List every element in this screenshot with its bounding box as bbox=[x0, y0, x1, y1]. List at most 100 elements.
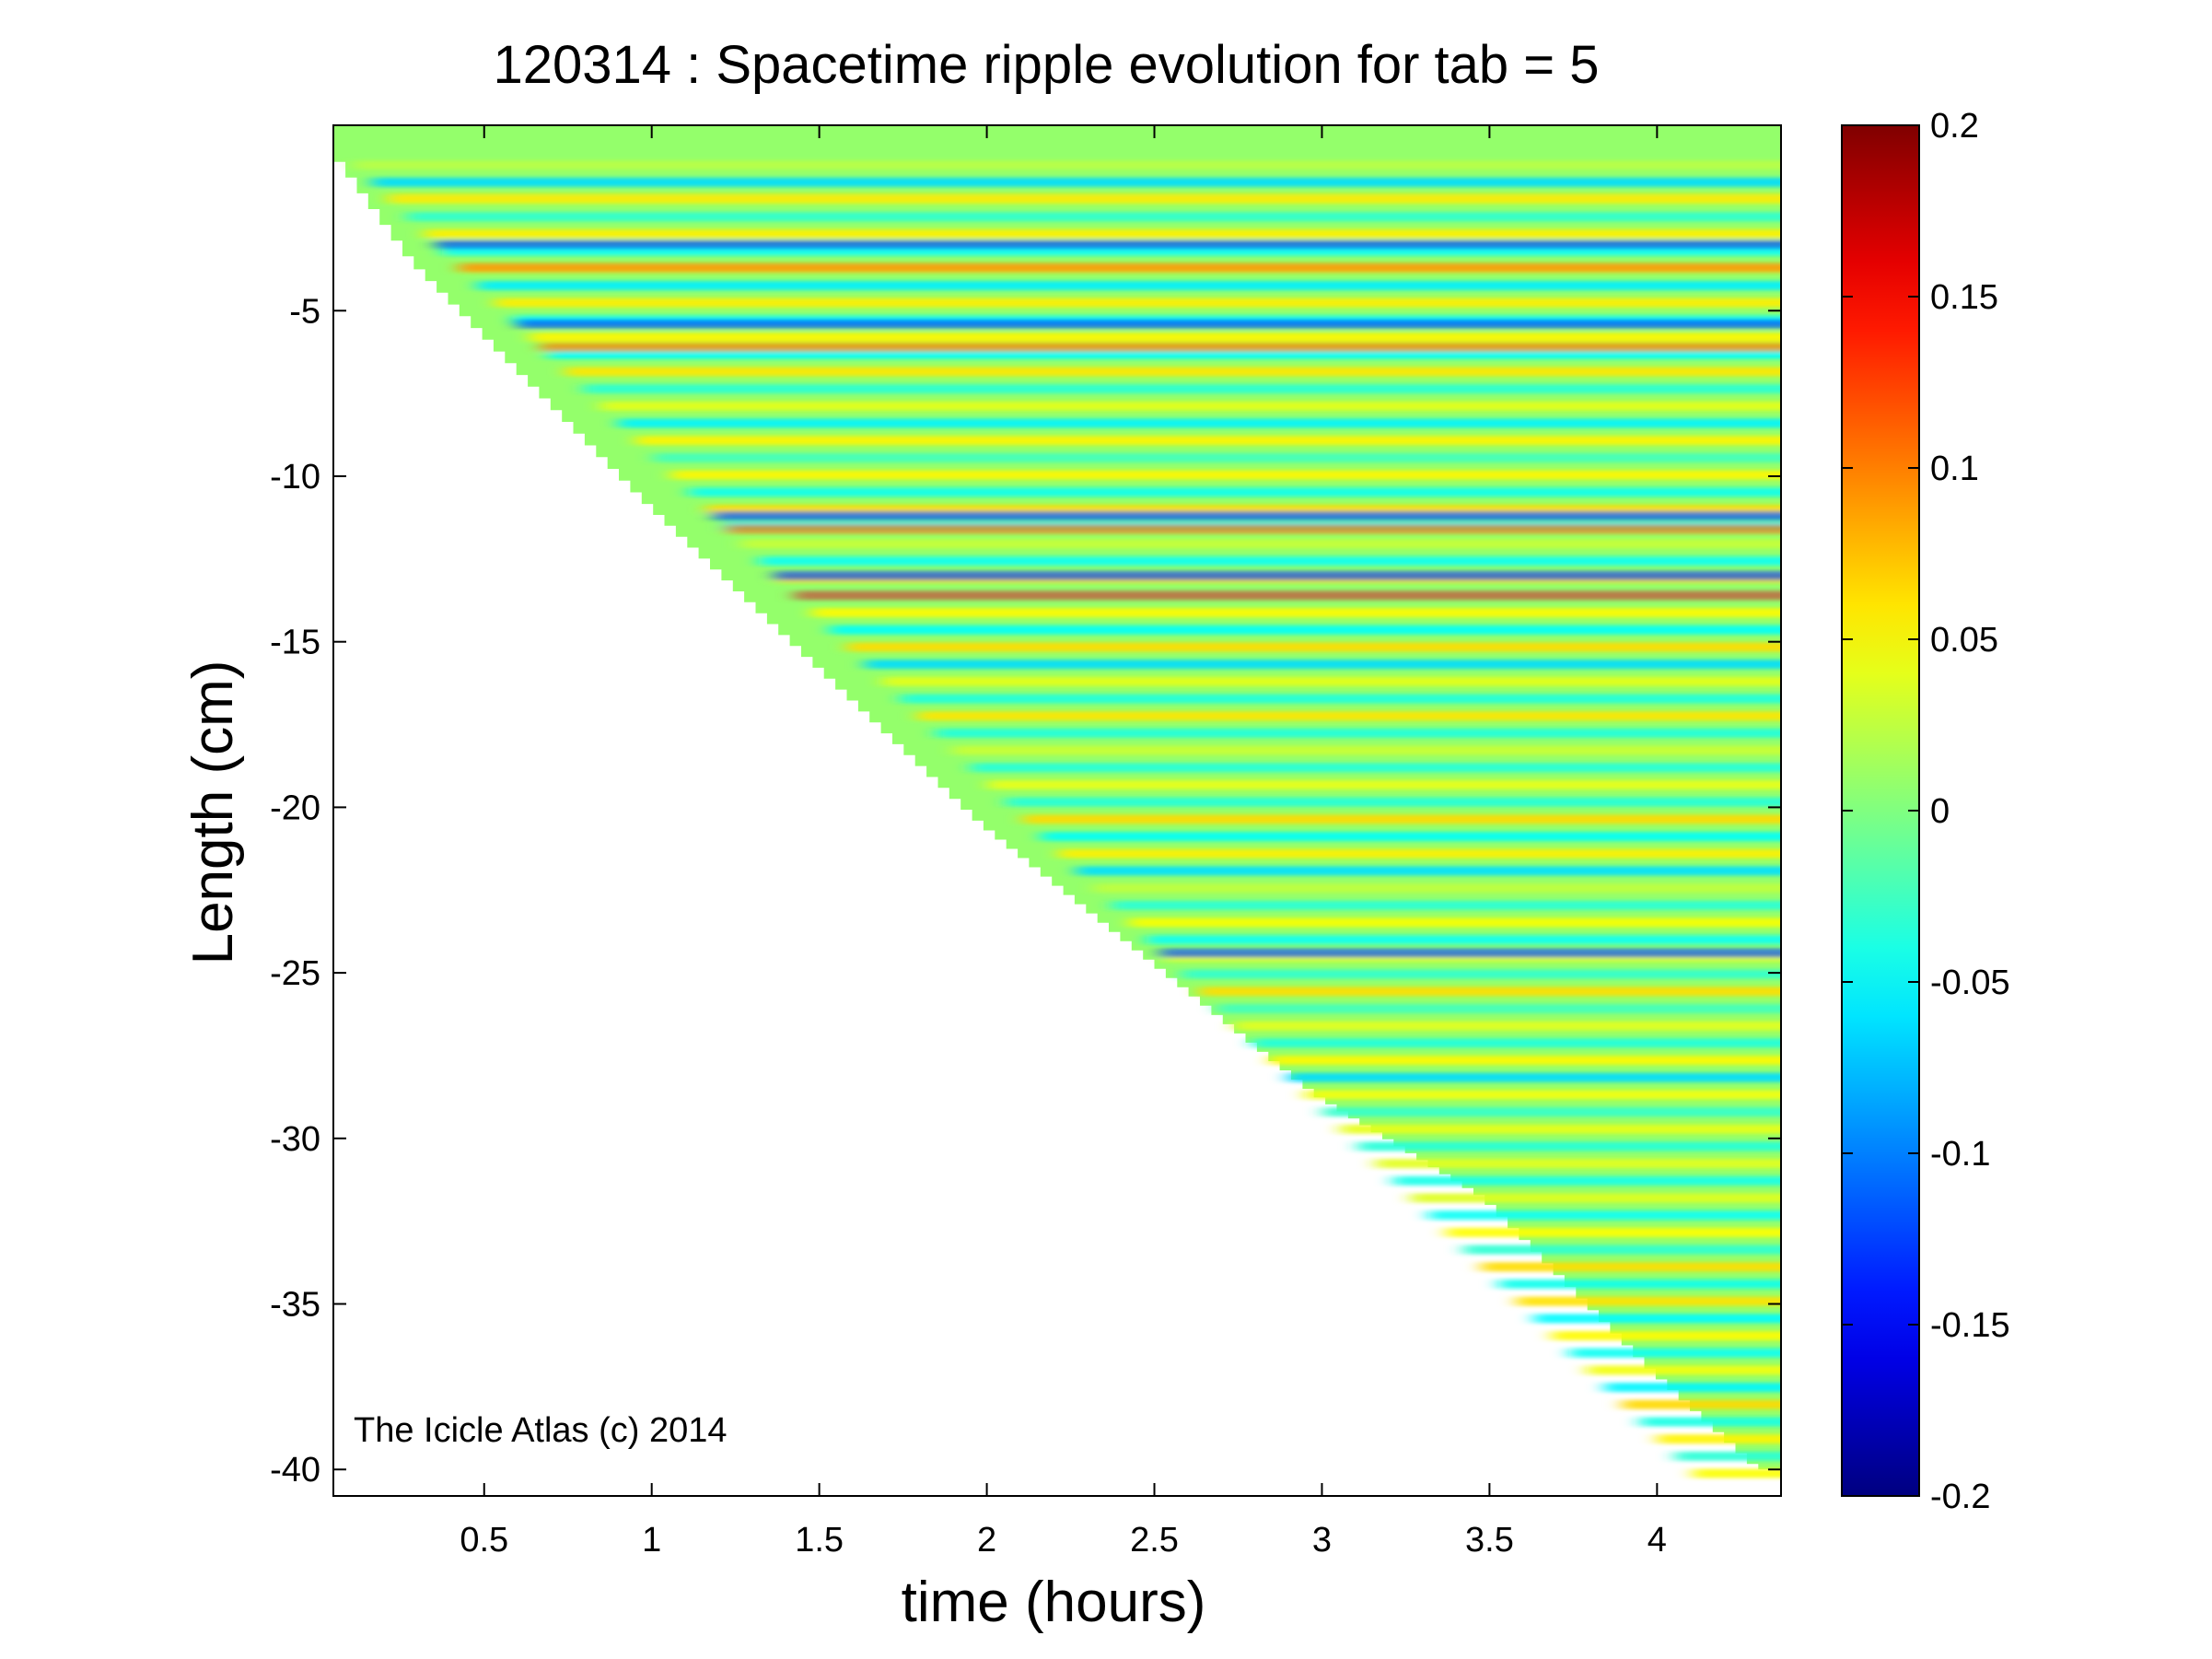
ripple-band bbox=[670, 470, 1781, 480]
ripple-band bbox=[917, 711, 1781, 721]
ripple-band bbox=[758, 555, 1781, 566]
ripple-band bbox=[1041, 832, 1781, 842]
ripple-band bbox=[1234, 1021, 1781, 1031]
ripple-band bbox=[424, 228, 1781, 239]
colorbar: 0.2 0.15 0.1 0.05 0 -0.05 -0.1 -0.15 -0.2 bbox=[1841, 107, 2010, 1516]
ripple-band bbox=[1357, 1141, 1781, 1151]
ripple-band bbox=[1128, 917, 1781, 928]
y-tick-label: -25 bbox=[270, 954, 320, 993]
ripple-band bbox=[476, 280, 1781, 290]
ripple-band bbox=[435, 240, 1781, 250]
ripple-band bbox=[688, 487, 1781, 497]
x-tick-label: 2.5 bbox=[1130, 1521, 1179, 1560]
y-axis-label: Length (cm) bbox=[181, 660, 245, 965]
colorbar-ticks: 0.2 0.15 0.1 0.05 0 -0.05 -0.1 -0.15 -0.2 bbox=[1842, 107, 2010, 1516]
ripple-band bbox=[1622, 1399, 1781, 1409]
ripple-band bbox=[565, 367, 1781, 377]
ripple-band bbox=[540, 342, 1781, 352]
y-tick-label: -40 bbox=[270, 1451, 320, 1490]
ripple-band bbox=[1146, 935, 1781, 945]
x-tick-label: 3 bbox=[1312, 1521, 1332, 1560]
ripple-band bbox=[1463, 1244, 1781, 1255]
ripple-band bbox=[811, 608, 1781, 618]
ripple-band bbox=[1159, 948, 1781, 958]
colorbar-tick-label: 0.1 bbox=[1930, 450, 1979, 488]
colorbar-tick-label: -0.1 bbox=[1930, 1135, 1990, 1174]
y-tick-label: -10 bbox=[270, 458, 320, 497]
ripple-band bbox=[829, 625, 1781, 635]
ripple-band bbox=[864, 660, 1781, 670]
ripple-band bbox=[1252, 1038, 1781, 1048]
x-axis-label: time (hours) bbox=[902, 1571, 1206, 1634]
plot-annotation: The Icicle Atlas (c) 2014 bbox=[354, 1411, 728, 1450]
ripple-band bbox=[1322, 1107, 1781, 1117]
ripple-band bbox=[1551, 1331, 1781, 1341]
ripple-band bbox=[1076, 866, 1781, 876]
ripple-band bbox=[547, 349, 1781, 359]
ripple-band bbox=[1674, 1451, 1781, 1461]
colorbar-gradient bbox=[1842, 125, 1919, 1496]
ripple-band bbox=[987, 779, 1781, 789]
y-tick-label: -30 bbox=[270, 1120, 320, 1159]
ripple-band bbox=[1217, 1003, 1781, 1013]
ripple-band bbox=[1375, 1159, 1781, 1169]
heatmap-field bbox=[333, 125, 1781, 1478]
ripple-band bbox=[387, 193, 1781, 204]
ripple-band bbox=[1639, 1417, 1781, 1427]
ripple-band bbox=[1058, 848, 1781, 859]
ripple-band bbox=[582, 384, 1781, 394]
ripple-band bbox=[530, 333, 1781, 343]
ripple-band bbox=[600, 401, 1781, 411]
ripple-band bbox=[495, 298, 1781, 308]
ripple-band bbox=[1692, 1468, 1781, 1478]
x-axis: 0.5 1 1.5 2 2.5 3 3.5 4 bbox=[460, 125, 1667, 1560]
x-tick-label: 1 bbox=[642, 1521, 661, 1560]
ripple-band bbox=[406, 212, 1781, 222]
ripple-band bbox=[1340, 1124, 1781, 1134]
ripple-band bbox=[371, 177, 1781, 187]
ripple-band bbox=[935, 728, 1781, 738]
x-tick-label: 1.5 bbox=[795, 1521, 844, 1560]
ripple-band bbox=[726, 524, 1781, 534]
chart-title: 120314 : Spacetime ripple evolution for … bbox=[493, 35, 1599, 95]
ripple-bands bbox=[354, 160, 1781, 1478]
colorbar-tick-label: 0 bbox=[1930, 792, 1950, 831]
ripple-band bbox=[740, 539, 1781, 549]
y-axis: -5 -10 -15 -20 -25 -30 -35 -40 bbox=[270, 292, 1781, 1490]
ripple-band bbox=[459, 263, 1781, 273]
ripple-band bbox=[900, 694, 1781, 704]
ripple-band bbox=[1498, 1279, 1781, 1289]
plot-area: 0.5 1 1.5 2 2.5 3 3.5 4 -5 -10 -15 -20 -25 -30 -35 -40… bbox=[270, 124, 1782, 1560]
x-tick-label: 4 bbox=[1647, 1521, 1667, 1560]
ripple-band bbox=[1445, 1227, 1781, 1237]
y-tick-label: -15 bbox=[270, 624, 320, 662]
x-tick-label: 2 bbox=[977, 1521, 996, 1560]
ripple-band bbox=[1093, 883, 1781, 894]
colorbar-tick-label: -0.2 bbox=[1930, 1478, 1990, 1516]
ripple-band bbox=[1111, 900, 1781, 910]
ripple-band bbox=[952, 745, 1781, 755]
y-tick-label: -5 bbox=[289, 292, 320, 331]
ripple-band bbox=[1392, 1175, 1781, 1186]
colorbar-tick-label: 0.15 bbox=[1930, 278, 1998, 317]
ripple-band bbox=[1286, 1072, 1781, 1082]
ripple-band bbox=[1604, 1383, 1781, 1393]
ripple-band bbox=[1657, 1434, 1781, 1444]
ripple-band bbox=[1005, 797, 1781, 807]
ripple-band bbox=[617, 418, 1781, 428]
ripple-band bbox=[653, 452, 1781, 462]
ripple-band bbox=[1269, 1056, 1781, 1066]
ripple-band bbox=[516, 319, 1781, 329]
ripple-band bbox=[1410, 1193, 1781, 1203]
ripple-band bbox=[881, 676, 1781, 686]
y-tick-label: -20 bbox=[270, 789, 320, 827]
ripple-band bbox=[1568, 1348, 1781, 1358]
ripple-band bbox=[1586, 1365, 1781, 1375]
ripple-band bbox=[1022, 814, 1781, 824]
x-tick-label: 3.5 bbox=[1465, 1521, 1514, 1560]
plot-frame bbox=[332, 124, 1782, 1497]
ripple-band bbox=[705, 504, 1781, 514]
colorbar-tick-label: 0.05 bbox=[1930, 621, 1998, 660]
ripple-band bbox=[1304, 1090, 1781, 1100]
ripple-band bbox=[794, 590, 1781, 601]
